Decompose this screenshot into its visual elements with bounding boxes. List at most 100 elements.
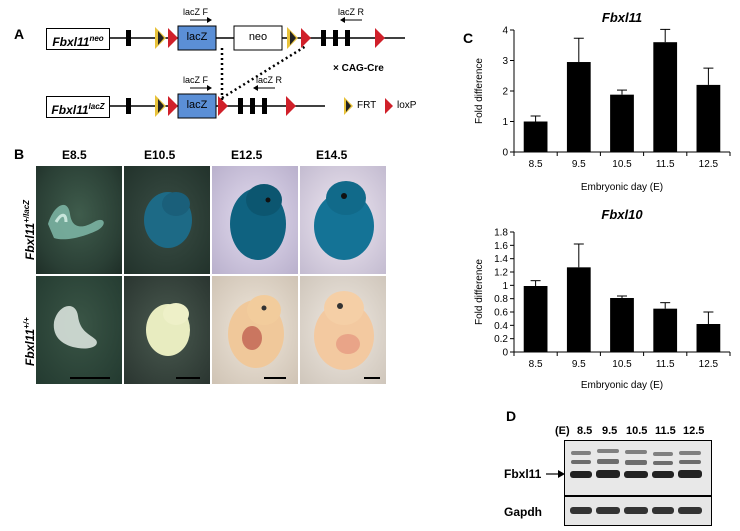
y-tick-label: 2 (502, 87, 508, 98)
exon-2-lacz (238, 98, 243, 114)
chart-fbxl11: Fbxl11 0 1 2 3 4 Fold difference 8.5 9.5 10.5 11.5… (474, 10, 731, 193)
y-tick-label: 1 (502, 117, 508, 128)
panel-a-diagram (108, 17, 405, 119)
x-tick-label: 11.5 (656, 159, 675, 170)
x-tick-label: 10.5 (612, 359, 632, 370)
stage-label-e8-5: E8.5 (62, 148, 87, 162)
y-axis-label: Fold difference (474, 58, 485, 124)
bar (610, 298, 634, 352)
photo-e14-5-lacz (300, 166, 386, 274)
photo-e10-5-lacz (124, 166, 210, 274)
loxp-site-lacz-2 (218, 96, 228, 116)
photo-e12-5-wt (212, 276, 298, 384)
y-tick-label: 0.6 (494, 308, 508, 319)
scale-bar-2 (176, 377, 200, 379)
genotype-label-lacz: Fbxl11+/lacZ (22, 199, 37, 260)
blot-gapdh-membrane (564, 496, 712, 526)
y-tick-label: 1.8 (494, 228, 508, 239)
y-tick-label: 1.6 (494, 241, 508, 252)
lacz-box-lower (177, 93, 217, 119)
chart-fbxl10: Fbxl10 0 0.2 0.4 0.6 0.8 1 1.2 1.4 1.6 1.8 Fold dif… (474, 207, 731, 390)
exon-3 (333, 30, 338, 46)
x-tick-label: 12.5 (699, 359, 719, 370)
bar (696, 324, 721, 352)
allele-neo-sup: neo (89, 34, 104, 43)
stage-label-e12-5: E12.5 (231, 148, 263, 162)
bar (523, 121, 548, 152)
photo-e10-5-wt (124, 276, 210, 384)
y-tick-label: 4 (502, 26, 508, 37)
primer-f-upper: lacZ F (183, 7, 209, 17)
scale-bar-4 (364, 377, 380, 379)
y-tick-label: 0 (502, 348, 508, 359)
panel-b-letter: B (14, 146, 25, 162)
cre-label: × CAG-Cre (333, 63, 384, 74)
blot-label-gapdh: Gapdh (504, 505, 542, 519)
y-tick-label: 1.2 (494, 268, 508, 279)
y-tick-label: 3 (502, 56, 508, 67)
exon-2 (321, 30, 326, 46)
stage-label-e14-5: E14.5 (316, 148, 348, 162)
scale-bar-1 (70, 377, 110, 379)
x-tick-label: 8.5 (529, 359, 543, 370)
frt-site-lacz (155, 95, 166, 117)
exon-3-lacz (250, 98, 255, 114)
x-tick-label: 8.5 (529, 159, 543, 170)
neo-box-label: neo (248, 31, 268, 43)
y-tick-label: 0.4 (494, 321, 508, 332)
panel-d-letter: D (506, 408, 517, 424)
legend-loxp-glyph (385, 98, 393, 114)
exon-4-lacz (262, 98, 267, 114)
loxp-site-2 (301, 28, 311, 48)
panel-a-letter: A (14, 26, 25, 42)
frt-site-1 (155, 27, 166, 49)
x-axis-label: Embryonic day (E) (581, 182, 663, 193)
chart-title: Fbxl10 (601, 207, 643, 222)
bar (566, 62, 591, 152)
blot-day-8-5: 8.5 (577, 425, 593, 437)
exon-1-lacz (126, 98, 131, 114)
lacz-box-upper-label: lacZ (186, 31, 208, 43)
blot-e-label: (E) (555, 425, 570, 437)
primer-f-lower: lacZ F (183, 75, 209, 85)
bar (653, 42, 678, 153)
blot-day-11-5: 11.5 (655, 425, 676, 437)
blot-day-9-5: 9.5 (602, 425, 618, 437)
x-tick-label: 9.5 (572, 159, 586, 170)
photo-e14-5-wt (300, 276, 386, 384)
loxp-site-3 (375, 28, 385, 48)
y-tick-label: 0.2 (494, 334, 508, 345)
y-tick-label: 0.8 (494, 294, 508, 305)
blot-fbxl11-membrane (564, 440, 712, 496)
bar (566, 267, 591, 352)
allele-lacz-sup: lacZ (88, 102, 105, 111)
x-tick-label: 10.5 (612, 159, 632, 170)
legend-loxp-label: loxP (397, 100, 417, 111)
photo-e8-5-lacz (36, 166, 122, 274)
primer-r-lower: lacZ R (256, 75, 283, 85)
y-tick-label: 1.4 (494, 254, 508, 265)
blot-day-10-5: 10.5 (626, 425, 648, 437)
stage-label-e10-5: E10.5 (144, 148, 176, 162)
blot-label-fbxl11: Fbxl11 (504, 467, 542, 481)
y-tick-label: 0 (502, 148, 508, 159)
lacz-box-lower-label: lacZ (186, 99, 208, 111)
y-tick-label: 1 (502, 281, 508, 292)
blot-day-12-5: 12.5 (683, 425, 705, 437)
loxp-site-lacz-3 (286, 96, 296, 116)
allele-neo-name: Fbxl11 (52, 35, 90, 49)
exon-1 (126, 30, 131, 46)
frt-site-2 (287, 27, 298, 49)
y-axis-label: Fold difference (474, 259, 485, 325)
bar (610, 94, 634, 152)
primer-r-upper: lacZ R (338, 7, 365, 17)
photo-e8-5-wt (36, 276, 122, 384)
photo-e12-5-lacz (212, 166, 298, 274)
exon-4 (345, 30, 350, 46)
chart-title: Fbxl11 (602, 10, 642, 25)
legend-frt-label: FRT (357, 100, 377, 111)
x-tick-label: 9.5 (572, 359, 586, 370)
neo-box (233, 25, 283, 51)
blot-arrow (546, 470, 565, 478)
allele-lacz-name: Fbxl11 (51, 103, 89, 117)
